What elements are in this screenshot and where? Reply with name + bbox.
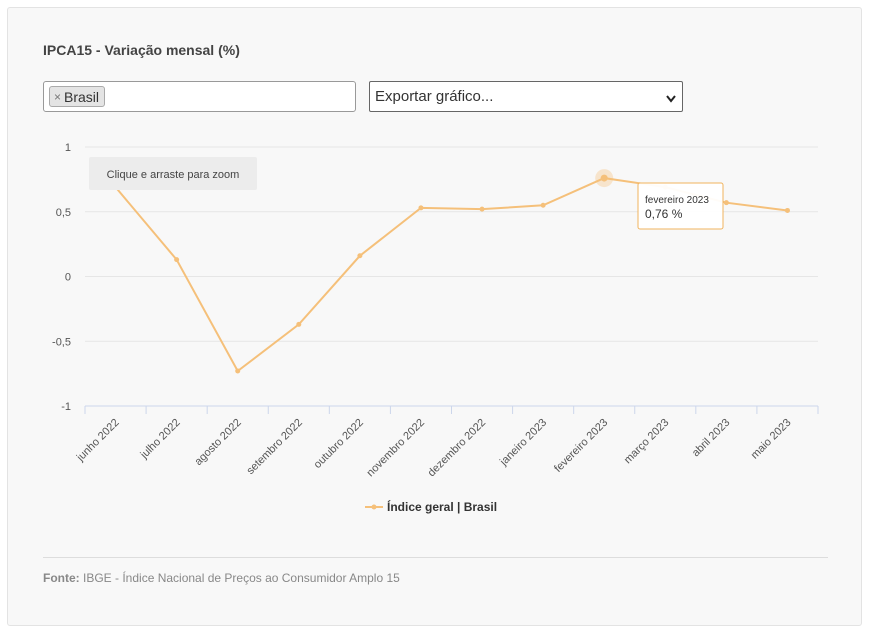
source-text: IBGE - Índice Nacional de Preços ao Cons… bbox=[83, 571, 400, 585]
chevron-down-icon bbox=[665, 91, 677, 109]
data-point[interactable] bbox=[235, 368, 241, 374]
data-point[interactable] bbox=[418, 205, 424, 211]
legend-marker bbox=[371, 504, 377, 510]
x-tick-label: janeiro 2023 bbox=[497, 417, 549, 469]
chart-source: Fonte: IBGE - Índice Nacional de Preços … bbox=[43, 571, 400, 585]
data-point[interactable] bbox=[174, 257, 180, 263]
y-tick-label: 1 bbox=[65, 142, 71, 154]
location-tag: × Brasil bbox=[49, 86, 106, 107]
y-tick-label: 0 bbox=[65, 272, 71, 284]
data-point[interactable] bbox=[723, 200, 729, 206]
data-point[interactable] bbox=[296, 321, 302, 327]
footer-divider bbox=[43, 557, 828, 558]
data-point[interactable] bbox=[600, 174, 608, 182]
chart-panel: IPCA15 - Variação mensal (%) × Brasil Ex… bbox=[7, 7, 862, 626]
y-tick-label: -1 bbox=[61, 401, 71, 413]
location-tag-label: Brasil bbox=[64, 88, 100, 105]
source-label: Fonte: bbox=[43, 571, 80, 585]
data-point[interactable] bbox=[784, 207, 790, 213]
tooltip-value: 0,76 % bbox=[645, 207, 683, 221]
export-select-label: Exportar gráfico... bbox=[375, 88, 494, 105]
chart-title: IPCA15 - Variação mensal (%) bbox=[43, 42, 240, 58]
zoom-hint-box bbox=[89, 157, 257, 190]
x-tick-label: novembro 2022 bbox=[365, 417, 428, 480]
zoom-hint-text: Clique e arraste para zoom bbox=[107, 169, 240, 181]
data-point[interactable] bbox=[540, 202, 546, 208]
data-point[interactable] bbox=[479, 206, 485, 212]
legend-item-label: Índice geral | Brasil bbox=[387, 499, 497, 514]
y-tick-label: -0,5 bbox=[52, 336, 71, 348]
remove-tag-icon[interactable]: × bbox=[54, 89, 62, 104]
export-chart-select[interactable]: Exportar gráfico... bbox=[369, 81, 683, 112]
y-tick-label: 0,5 bbox=[56, 207, 71, 219]
x-tick-label: fevereiro 2023 bbox=[552, 417, 610, 475]
x-tick-label: julho 2022 bbox=[138, 417, 183, 462]
x-tick-label: agosto 2022 bbox=[193, 417, 244, 468]
x-tick-label: dezembro 2022 bbox=[426, 417, 489, 480]
x-tick-label: junho 2022 bbox=[74, 417, 122, 465]
x-tick-label: abril 2023 bbox=[690, 417, 733, 460]
data-point[interactable] bbox=[357, 253, 363, 259]
x-tick-label: março 2023 bbox=[622, 417, 672, 467]
location-filter-input[interactable]: × Brasil bbox=[43, 81, 356, 112]
tooltip-box bbox=[637, 182, 724, 230]
x-tick-label: setembro 2022 bbox=[245, 417, 305, 477]
x-tick-label: outubro 2022 bbox=[312, 417, 366, 471]
x-tick-label: maio 2023 bbox=[749, 417, 794, 462]
tooltip-title: fevereiro 2023 bbox=[645, 195, 709, 206]
